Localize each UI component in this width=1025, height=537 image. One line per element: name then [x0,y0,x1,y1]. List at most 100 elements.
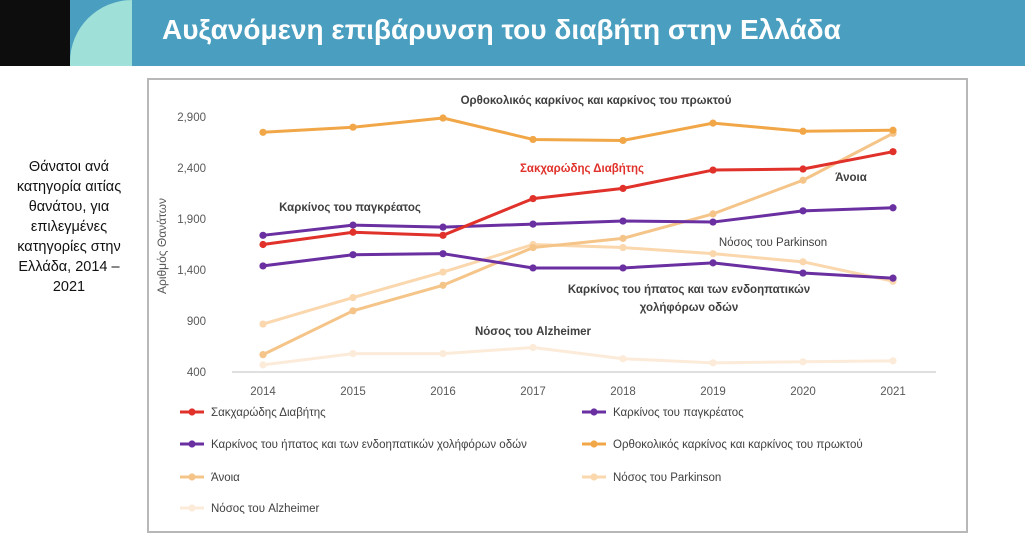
y-tick-label: 900 [187,316,206,328]
series-point [619,217,627,225]
y-axis-title: Αριθμός Θανάτων [155,198,169,294]
series-point [529,264,537,272]
series-point [349,293,357,302]
series-point [799,207,807,215]
series-point [799,127,807,135]
x-tick-label: 2018 [610,386,636,398]
series-point [529,243,537,252]
series-line-2 [262,252,894,280]
annotation-label: Καρκίνος του ήπατος και των ενδοηπατικών [568,284,810,296]
series-point [709,250,717,258]
y-tick-label: 2,900 [177,112,206,124]
series-point [709,259,717,267]
series-point [259,351,267,359]
series-point [439,223,447,231]
y-tick-label: 400 [187,367,206,379]
legend-swatch-point [590,473,598,481]
series-point [349,350,357,358]
legend-swatch-point [188,408,196,416]
chart-frame [147,78,968,533]
series-point [709,119,717,127]
series-point [439,250,447,258]
legend-label: Άνοια [211,472,240,484]
legend-label: Καρκίνος του ήπατος και των ενδοηπατικών… [211,439,527,451]
annotation-label: χολήφόρων οδών [640,302,738,314]
legend-label: Νόσος του Alzheimer [211,503,319,515]
series-line-4 [262,131,894,357]
series-point [619,355,627,363]
series-point [349,221,357,229]
series-point [259,128,267,136]
annotation-label: Άνοια [835,172,867,184]
series-line-0 [262,150,894,246]
annotation-label: Καρκίνος του παγκρέατος [279,202,421,214]
series-point [439,231,447,239]
series-point [349,307,357,315]
series-point [799,269,807,277]
series-point [709,210,717,218]
series-point [619,234,627,242]
series-point [619,264,627,272]
series-point [799,358,807,366]
series-point [799,176,807,184]
series-line-5 [262,243,894,326]
series-point [439,350,447,358]
x-tick-label: 2016 [430,386,456,398]
series-point [529,343,537,352]
legend-label: Νόσος του Parkinson [613,472,721,484]
y-tick-label: 1,400 [177,265,206,277]
series-point [889,274,897,282]
series-point [259,240,267,249]
series-point [709,359,717,367]
annotation-label: Νόσος του Parkinson [719,237,827,249]
series-point [889,357,897,365]
series-line-1 [262,206,894,237]
series-line-6 [262,346,894,367]
series-point [889,126,897,134]
y-tick-label: 1,900 [177,214,206,226]
series-line-3 [262,116,894,142]
series-point [259,262,267,270]
x-tick-label: 2017 [520,386,546,398]
series-point [529,220,537,228]
annotation-label: Νόσος του Alzheimer [475,326,592,338]
series-point [529,195,537,203]
series-point [799,165,807,173]
legend-swatch-point [590,408,598,416]
series-point [709,218,717,226]
series-point [439,268,447,276]
legend-label: Ορθοκολικός καρκίνος και καρκίνος του πρ… [613,439,863,451]
series-point [799,258,807,266]
x-tick-label: 2021 [880,386,906,398]
header-bar: Αυξανόμενη επιβάρυνση του διαβήτη στην Ε… [0,0,1025,66]
legend-swatch-point [188,504,196,512]
series-point [529,135,537,144]
series-point [349,251,357,259]
series-point [709,166,717,174]
series-point [259,361,267,369]
series-point [349,228,357,236]
legend-swatch-point [188,473,196,481]
x-tick-label: 2014 [250,386,276,398]
x-tick-label: 2019 [700,386,726,398]
y-tick-label: 2,400 [177,163,206,175]
page-title: Αυξανόμενη επιβάρυνση του διαβήτη στην Ε… [162,14,841,45]
x-tick-label: 2015 [340,386,366,398]
series-point [259,320,267,328]
legend-swatch-point [590,440,598,448]
legend-label: Σακχαρώδης Διαβήτης [211,407,326,419]
x-tick-label: 2020 [790,386,816,398]
series-point [349,123,357,131]
series-point [889,148,897,156]
series-point [619,243,627,252]
annotation-label: Σακχαρώδης Διαβήτης [520,163,644,175]
series-point [889,204,897,212]
legend-swatch-point [188,440,196,448]
series-point [259,231,267,239]
header-accent-black [0,0,70,66]
series-point [439,281,447,289]
legend-label: Καρκίνος του παγκρέατος [613,407,744,419]
series-point [619,136,627,145]
series-point [439,114,447,122]
